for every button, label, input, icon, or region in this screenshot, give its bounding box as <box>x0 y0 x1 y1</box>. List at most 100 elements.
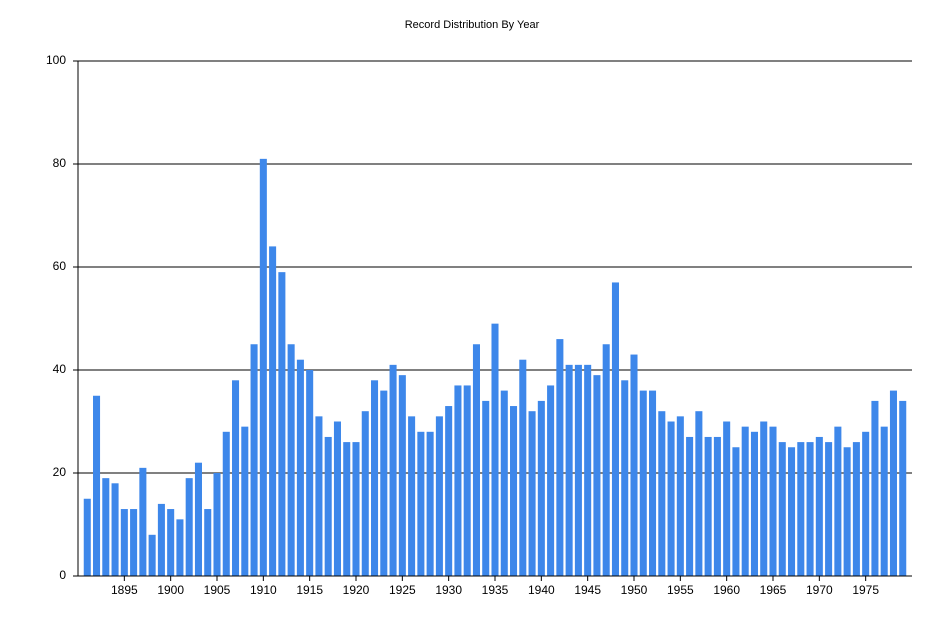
bar <box>259 158 267 576</box>
bar <box>788 447 796 576</box>
x-tick-label: 1935 <box>482 583 509 597</box>
bar <box>83 498 91 576</box>
x-tick-label: 1950 <box>621 583 648 597</box>
bar <box>204 509 212 576</box>
bar <box>102 478 110 576</box>
bar <box>398 375 406 576</box>
bar <box>713 436 721 576</box>
bar <box>686 436 694 576</box>
bar <box>454 385 462 576</box>
x-tick-label: 1910 <box>250 583 277 597</box>
x-tick-label: 1965 <box>760 583 787 597</box>
bar <box>176 519 184 576</box>
bar <box>741 426 749 576</box>
y-tick-label: 100 <box>46 53 66 67</box>
bar <box>241 426 249 576</box>
bar <box>157 503 165 576</box>
bar <box>435 416 443 576</box>
bar <box>649 390 657 576</box>
x-tick-label: 1945 <box>574 583 601 597</box>
bar <box>723 421 731 576</box>
bar <box>287 344 295 576</box>
bar <box>593 375 601 576</box>
bar <box>250 344 258 576</box>
bar <box>510 406 518 576</box>
bar <box>491 323 499 576</box>
bar <box>899 400 907 576</box>
x-tick-label: 1955 <box>667 583 694 597</box>
bar <box>371 380 379 576</box>
bar <box>825 442 833 576</box>
bar <box>139 467 147 576</box>
bar <box>834 426 842 576</box>
x-tick-label: 1930 <box>435 583 462 597</box>
bar <box>621 380 629 576</box>
bar <box>769 426 777 576</box>
bar <box>537 400 545 576</box>
bar <box>574 364 582 576</box>
y-tick-label: 20 <box>53 465 67 479</box>
bar <box>815 436 823 576</box>
chart-title: Record Distribution By Year <box>405 19 540 31</box>
bar <box>843 447 851 576</box>
bar <box>232 380 240 576</box>
x-tick-label: 1920 <box>343 583 370 597</box>
bar <box>130 509 138 576</box>
bar <box>750 431 758 576</box>
bar <box>584 364 592 576</box>
x-tick-label: 1895 <box>111 583 138 597</box>
bar <box>333 421 341 576</box>
x-tick-label: 1970 <box>806 583 833 597</box>
bar <box>676 416 684 576</box>
bar <box>222 431 230 576</box>
y-tick-label: 40 <box>53 362 67 376</box>
bar <box>306 370 314 576</box>
bar <box>315 416 323 576</box>
bar <box>296 359 304 576</box>
x-tick-label: 1975 <box>852 583 879 597</box>
bar <box>862 431 870 576</box>
x-tick-label: 1925 <box>389 583 416 597</box>
bar <box>556 339 564 576</box>
bar <box>148 534 156 576</box>
bar <box>426 431 434 576</box>
bar <box>797 442 805 576</box>
bar <box>389 364 397 576</box>
bar <box>602 344 610 576</box>
bar <box>185 478 193 576</box>
bar <box>611 282 619 576</box>
bar <box>528 411 536 576</box>
bar <box>361 411 369 576</box>
bar <box>639 390 647 576</box>
y-tick-label: 60 <box>53 259 67 273</box>
bar <box>278 272 286 576</box>
bar <box>732 447 740 576</box>
x-tick-label: 1905 <box>204 583 231 597</box>
y-tick-label: 0 <box>59 568 66 582</box>
bar <box>500 390 508 576</box>
bar <box>463 385 471 576</box>
bar <box>324 436 332 576</box>
bar <box>852 442 860 576</box>
x-tick-label: 1940 <box>528 583 555 597</box>
bar <box>889 390 897 576</box>
bar <box>380 390 388 576</box>
bar <box>445 406 453 576</box>
bar <box>417 431 425 576</box>
bar <box>667 421 675 576</box>
bar <box>111 483 119 576</box>
bar <box>194 462 202 576</box>
bar <box>93 395 101 576</box>
bar <box>482 400 490 576</box>
bar <box>472 344 480 576</box>
bar <box>408 416 416 576</box>
bar <box>658 411 666 576</box>
bar <box>871 400 879 576</box>
bar <box>760 421 768 576</box>
bar <box>213 473 221 576</box>
bar <box>630 354 638 576</box>
bar <box>695 411 703 576</box>
bar <box>269 246 277 576</box>
bar <box>120 509 128 576</box>
